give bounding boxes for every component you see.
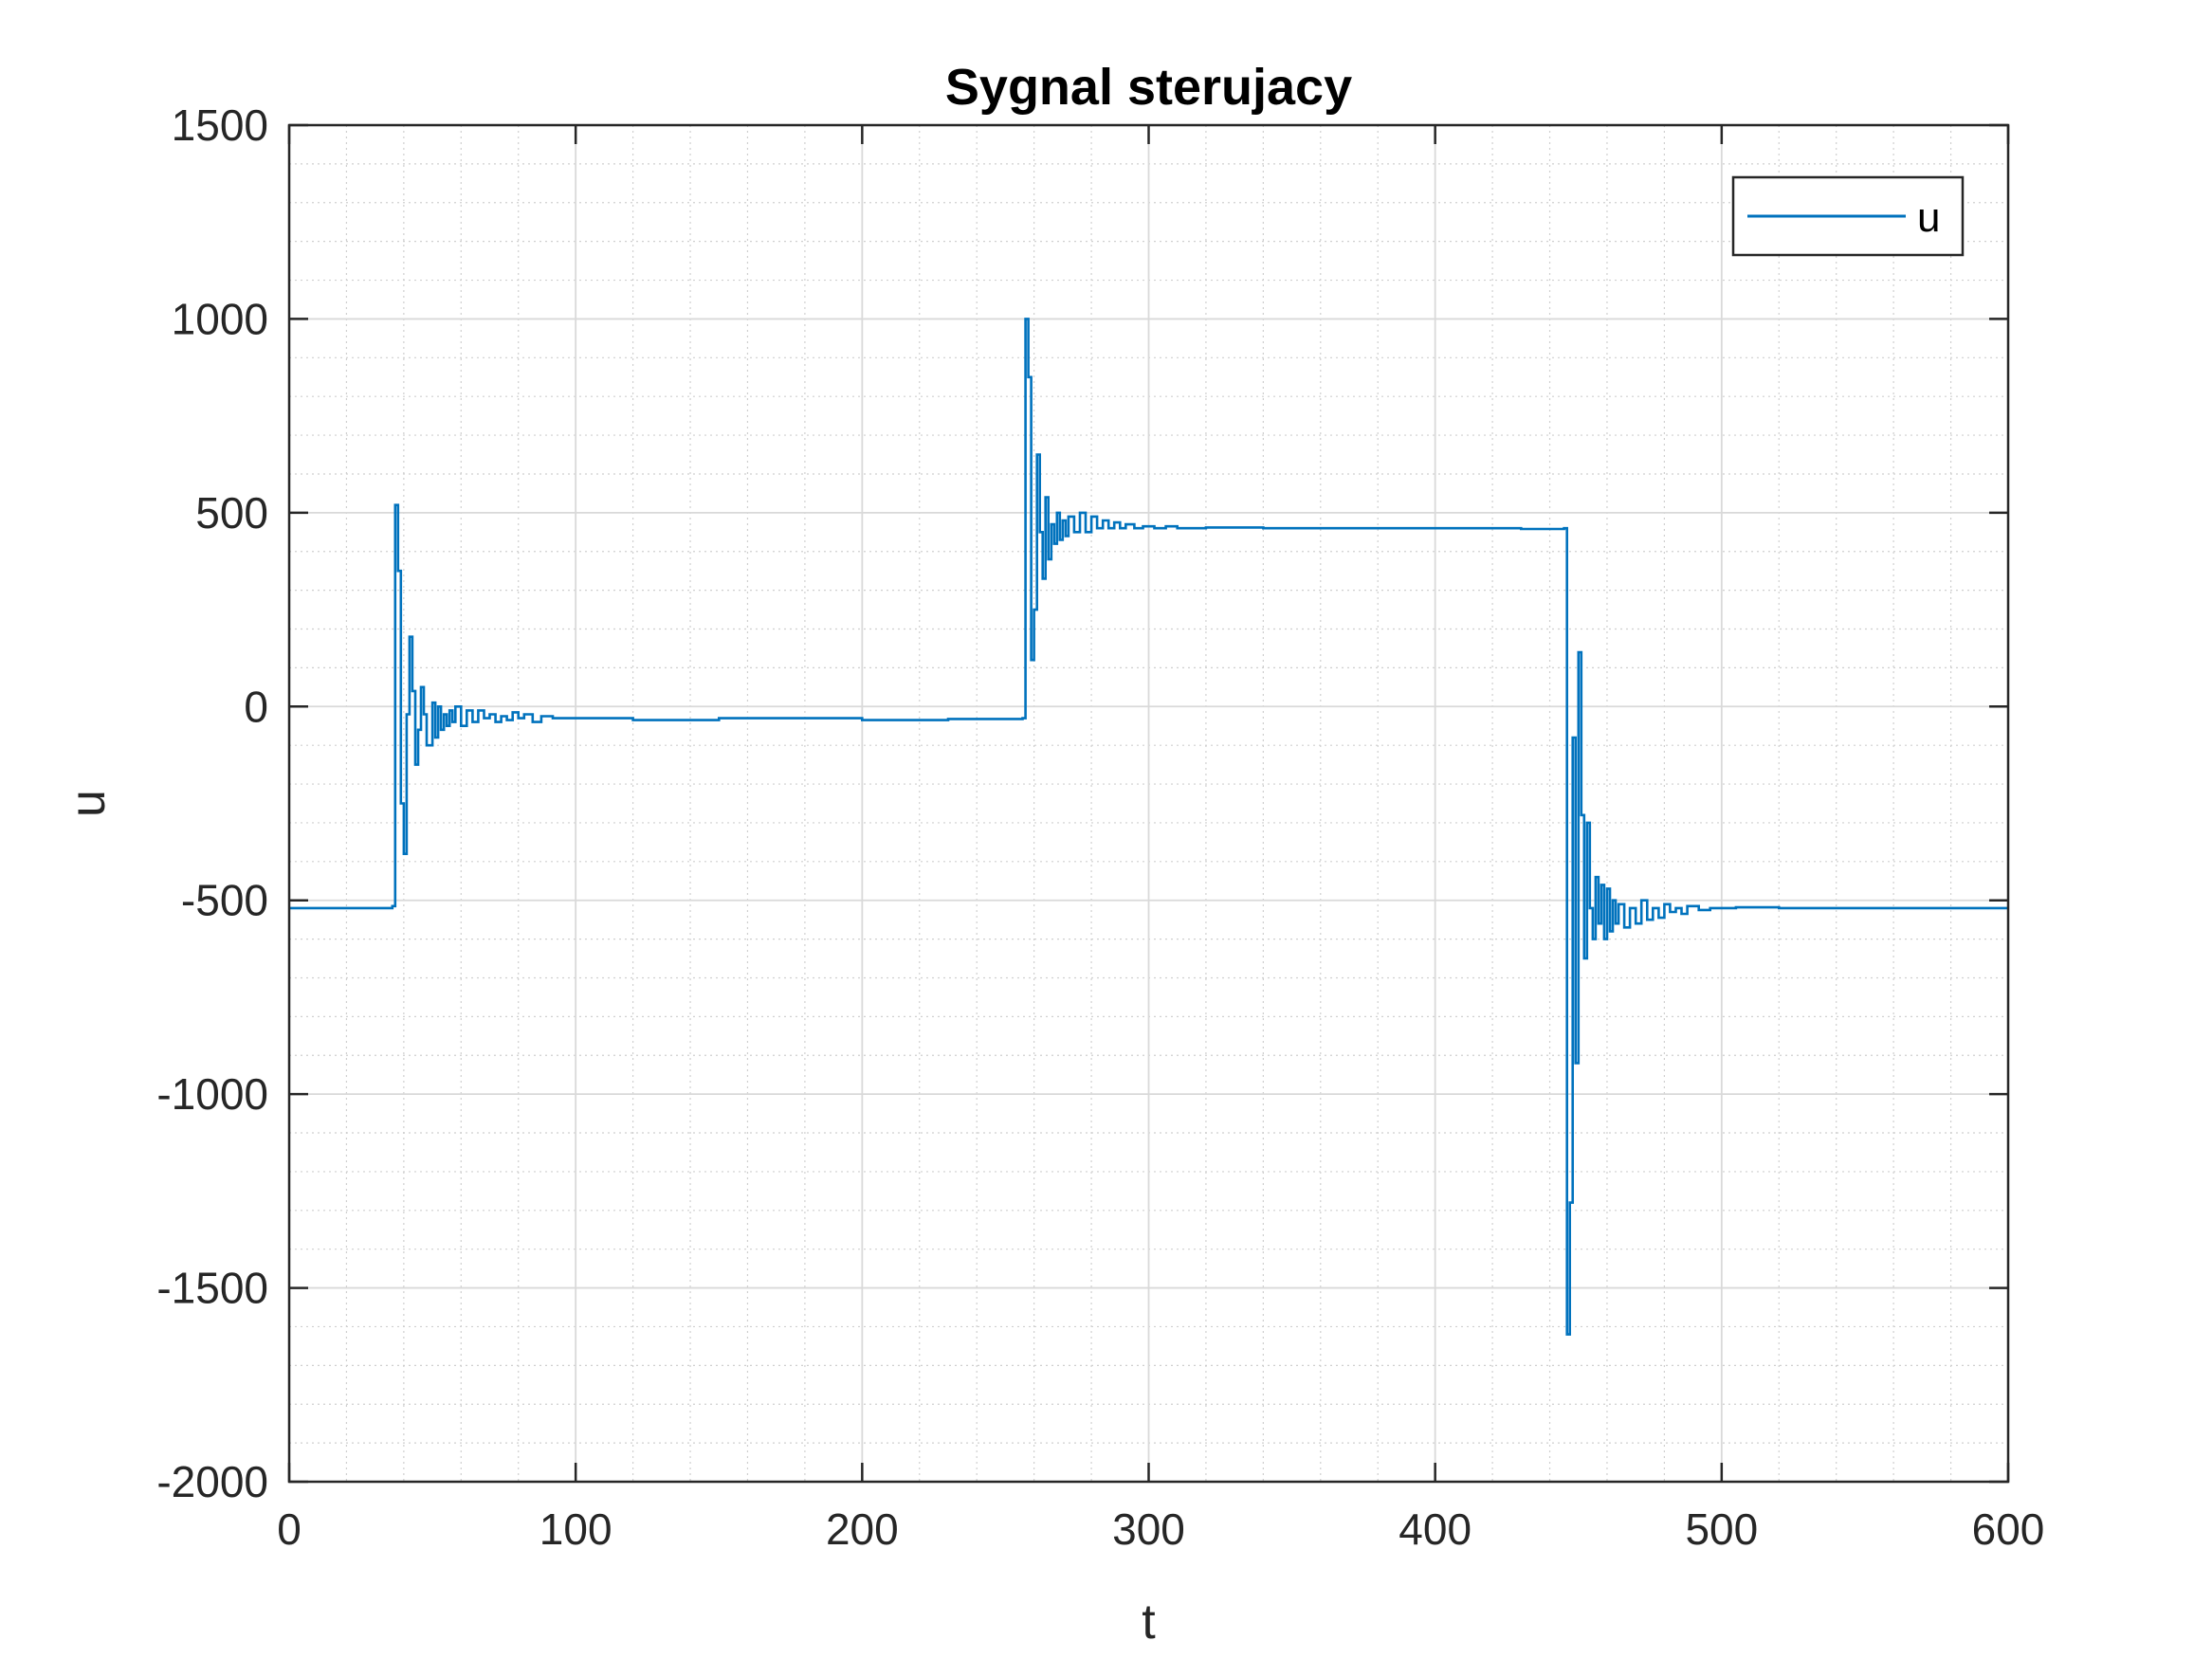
x-tick-label: 500 xyxy=(1685,1504,1758,1554)
y-tick-label: 1500 xyxy=(172,100,268,150)
y-tick-label: -1000 xyxy=(156,1069,268,1119)
y-tick-label: 1000 xyxy=(172,294,268,343)
y-tick-label: 500 xyxy=(195,488,268,538)
tick-marks xyxy=(287,123,2010,1484)
x-tick-label: 100 xyxy=(539,1504,612,1554)
y-tick-label: 0 xyxy=(244,682,268,731)
x-tick-label: 400 xyxy=(1398,1504,1472,1554)
chart-title: Sygnal sterujacy xyxy=(945,59,1352,116)
legend-label-u: u xyxy=(1917,194,1940,241)
x-tick-labels: 0 100 200 300 400 500 600 xyxy=(277,1504,2044,1554)
x-tick-label: 300 xyxy=(1112,1504,1185,1554)
series-layer xyxy=(289,318,2008,1336)
y-tick-label: -500 xyxy=(181,876,268,925)
x-tick-label: 200 xyxy=(826,1504,899,1554)
x-tick-label: 0 xyxy=(277,1504,302,1554)
y-tick-label: -2000 xyxy=(156,1457,268,1506)
x-axis-label: t xyxy=(1142,1595,1156,1650)
y-axis-label: u xyxy=(61,790,116,817)
x-tick-label: 600 xyxy=(1972,1504,2045,1554)
y-tick-label: -1500 xyxy=(156,1264,268,1313)
legend: u xyxy=(1731,175,1965,257)
y-tick-labels: -2000 -1500 -1000 -500 0 500 1000 1500 xyxy=(156,100,268,1506)
series-line-u xyxy=(289,318,2008,1336)
